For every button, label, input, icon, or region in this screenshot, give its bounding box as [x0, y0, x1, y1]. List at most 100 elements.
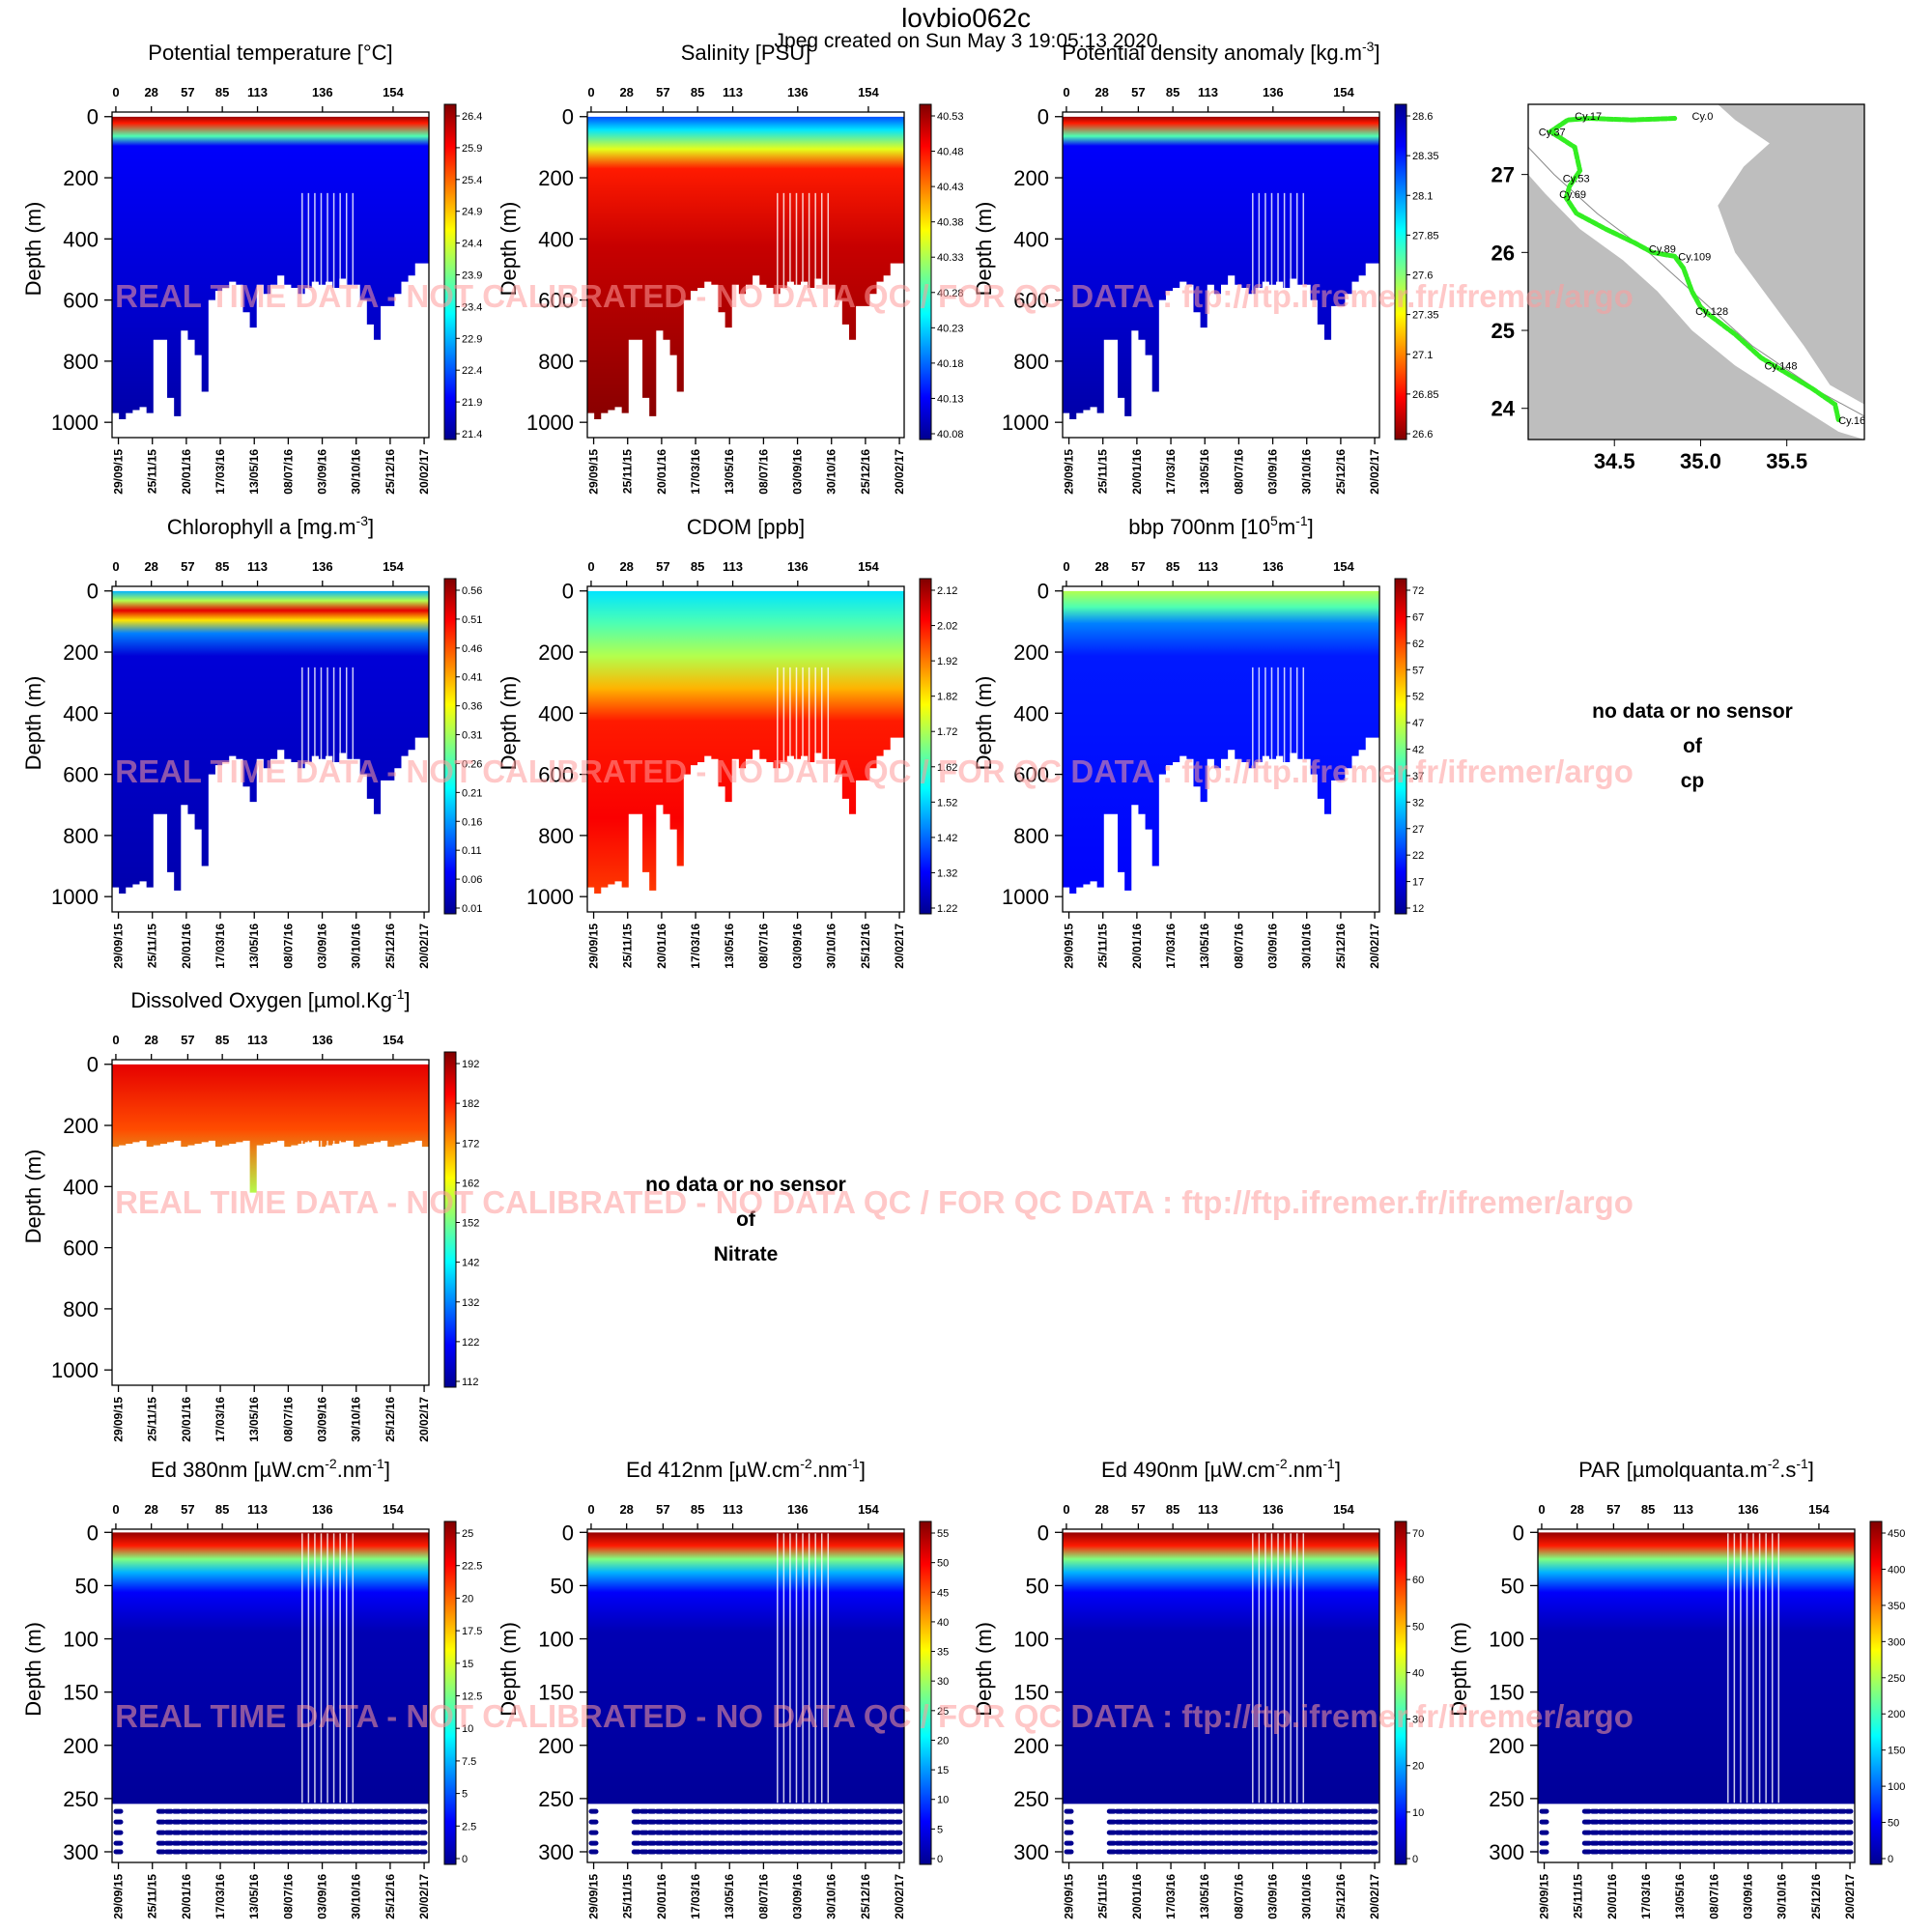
map-y-tick-label: 27	[1492, 163, 1515, 187]
date-tick-label: 29/09/15	[587, 449, 601, 495]
panel-bbp: bbp 700nm [105m-1] 0 200 400 600 800 1000 Depth…	[972, 513, 1424, 969]
y-axis-label: Depth (m)	[972, 202, 996, 297]
colorbar: 28.6 28.35 28.1 27.85 27.6 27.35 27.1 26.85 26.6	[1394, 103, 1439, 440]
heatmap-fill	[1063, 1532, 1379, 1804]
date-axis: 29/09/15 25/11/15 20/01/16 17/03/16 13/05/16…	[1063, 1862, 1381, 1919]
date-tick-label: 08/07/16	[1707, 1874, 1720, 1919]
cycle-label: Cy.128	[1695, 306, 1728, 318]
cycle-axis: 0 28 57 85 113 136 154	[587, 559, 880, 586]
date-tick-label: 17/03/16	[689, 923, 702, 969]
colorbar-tick-label: 25	[937, 1706, 949, 1718]
y-tick-label: 0	[87, 1520, 99, 1545]
date-tick-label: 25/12/16	[1334, 923, 1348, 969]
y-tick-label: 100	[1489, 1628, 1524, 1652]
y-tick-label: 200	[1013, 640, 1049, 665]
panel-temp: Potential temperature [°C] 0 200 400 600 800 1…	[21, 41, 482, 495]
colorbar-bar	[1394, 103, 1407, 440]
colorbar-tick-label: 60	[1412, 1575, 1424, 1586]
colorbar-tick-label: 67	[1412, 611, 1424, 623]
y-tick-label: 0	[87, 105, 99, 129]
date-tick-label: 20/02/17	[893, 1874, 906, 1919]
colorbar-tick-label: 50	[1888, 1818, 1899, 1830]
cycle-label: Cy.17	[1575, 111, 1602, 123]
date-tick-label: 20/02/17	[1843, 1874, 1857, 1919]
y-axis-label: Depth (m)	[21, 1622, 45, 1717]
float-track	[1546, 116, 1841, 423]
cycle-tick-label: 28	[1094, 1502, 1108, 1517]
date-tick-label: 03/09/16	[316, 1397, 329, 1442]
y-tick-label: 600	[1013, 289, 1049, 313]
date-tick-label: 17/03/16	[689, 1874, 702, 1919]
colorbar-tick-label: 27	[1412, 824, 1424, 836]
cycle-tick-label: 85	[215, 559, 229, 574]
colorbar-tick-label: 152	[462, 1218, 479, 1230]
colorbar-tick-label: 57	[1412, 665, 1424, 676]
y-tick-label: 200	[63, 166, 99, 190]
date-tick-label: 30/10/16	[1300, 1874, 1314, 1919]
date-tick-label: 08/07/16	[281, 1397, 295, 1442]
colorbar: 72 67 62 57 52 47 42 37 32 27 22 17 12	[1394, 578, 1424, 915]
colorbar-tick-label: 0.36	[462, 701, 482, 713]
cycle-tick-label: 57	[656, 559, 669, 574]
colorbar-bar	[919, 578, 932, 915]
date-tick-label: 17/03/16	[1164, 1874, 1178, 1919]
heatmap-area	[587, 1532, 904, 1855]
date-tick-label: 20/01/16	[655, 449, 668, 495]
y-tick-label: 600	[538, 289, 574, 313]
map-land-west	[1528, 174, 1864, 440]
colorbar-tick-label: 40	[1412, 1667, 1424, 1679]
panel-title: Chlorophyll a [mg.m-3]	[167, 513, 374, 539]
cycle-tick-label: 28	[1094, 85, 1108, 99]
cycle-tick-label: 154	[383, 1502, 404, 1517]
colorbar-tick-label: 300	[1888, 1636, 1905, 1648]
cycle-axis: 0 28 57 85 113 136 154	[587, 85, 880, 112]
colorbar: 450 400 350 300 250 200 150 100 50 0	[1869, 1520, 1905, 1865]
colorbar-tick-label: 0	[1888, 1854, 1893, 1865]
colorbar-tick-label: 27.6	[1412, 270, 1433, 282]
cycle-axis: 0 28 57 85 113 136 154	[1063, 85, 1355, 112]
y-tick-label: 200	[1489, 1734, 1524, 1758]
colorbar-tick-label: 26.4	[462, 111, 482, 123]
cycle-tick-label: 28	[144, 559, 157, 574]
cycle-tick-label: 113	[1673, 1502, 1693, 1517]
colorbar-tick-label: 1.72	[937, 726, 957, 738]
colorbar-bar	[1869, 1520, 1883, 1865]
colorbar-tick-label: 23.9	[462, 270, 482, 282]
y-axis: 0 200 400 600 800 1000 Depth (m)	[21, 580, 112, 909]
panel-dens: Potential density anomaly [kg.m-3] 0 200 40…	[972, 39, 1439, 495]
cycle-tick-label: 113	[723, 1502, 743, 1517]
date-tick-label: 29/09/15	[112, 1397, 126, 1442]
date-tick-label: 25/12/16	[1809, 1874, 1823, 1919]
cycle-tick-label: 57	[181, 1502, 194, 1517]
figure-title: lovbio062c	[901, 3, 1031, 33]
cycle-tick-label: 154	[1808, 1502, 1830, 1517]
colorbar-tick-label: 2.02	[937, 621, 957, 633]
colorbar-tick-label: 45	[937, 1587, 949, 1599]
colorbar-tick-label: 2.5	[462, 1821, 476, 1833]
cycle-tick-label: 113	[723, 559, 743, 574]
y-tick-label: 0	[562, 580, 574, 604]
colorbar-tick-label: 10	[937, 1795, 949, 1806]
cycle-tick-label: 0	[1063, 85, 1069, 99]
y-tick-label: 1000	[51, 885, 99, 909]
heatmap-fill	[587, 1532, 904, 1804]
cycle-tick-label: 113	[1198, 1502, 1218, 1517]
cycle-tick-label: 28	[619, 85, 633, 99]
colorbar-tick-label: 40.13	[937, 393, 964, 405]
cycle-tick-label: 0	[112, 1502, 119, 1517]
y-tick-label: 50	[75, 1574, 99, 1598]
colorbar-tick-label: 40.38	[937, 217, 964, 229]
cycle-tick-label: 28	[619, 1502, 633, 1517]
y-tick-label: 300	[1489, 1840, 1524, 1864]
y-tick-label: 400	[63, 227, 99, 251]
date-tick-label: 20/02/17	[1368, 923, 1381, 969]
cycle-tick-label: 136	[1263, 559, 1284, 574]
y-tick-label: 600	[538, 763, 574, 787]
colorbar-tick-label: 192	[462, 1059, 479, 1070]
colorbar-tick-label: 1.82	[937, 692, 957, 703]
cycle-tick-label: 85	[691, 559, 704, 574]
colorbar-tick-label: 22	[1412, 850, 1424, 862]
y-tick-label: 300	[1013, 1840, 1049, 1864]
colorbar-tick-label: 30	[937, 1676, 949, 1688]
